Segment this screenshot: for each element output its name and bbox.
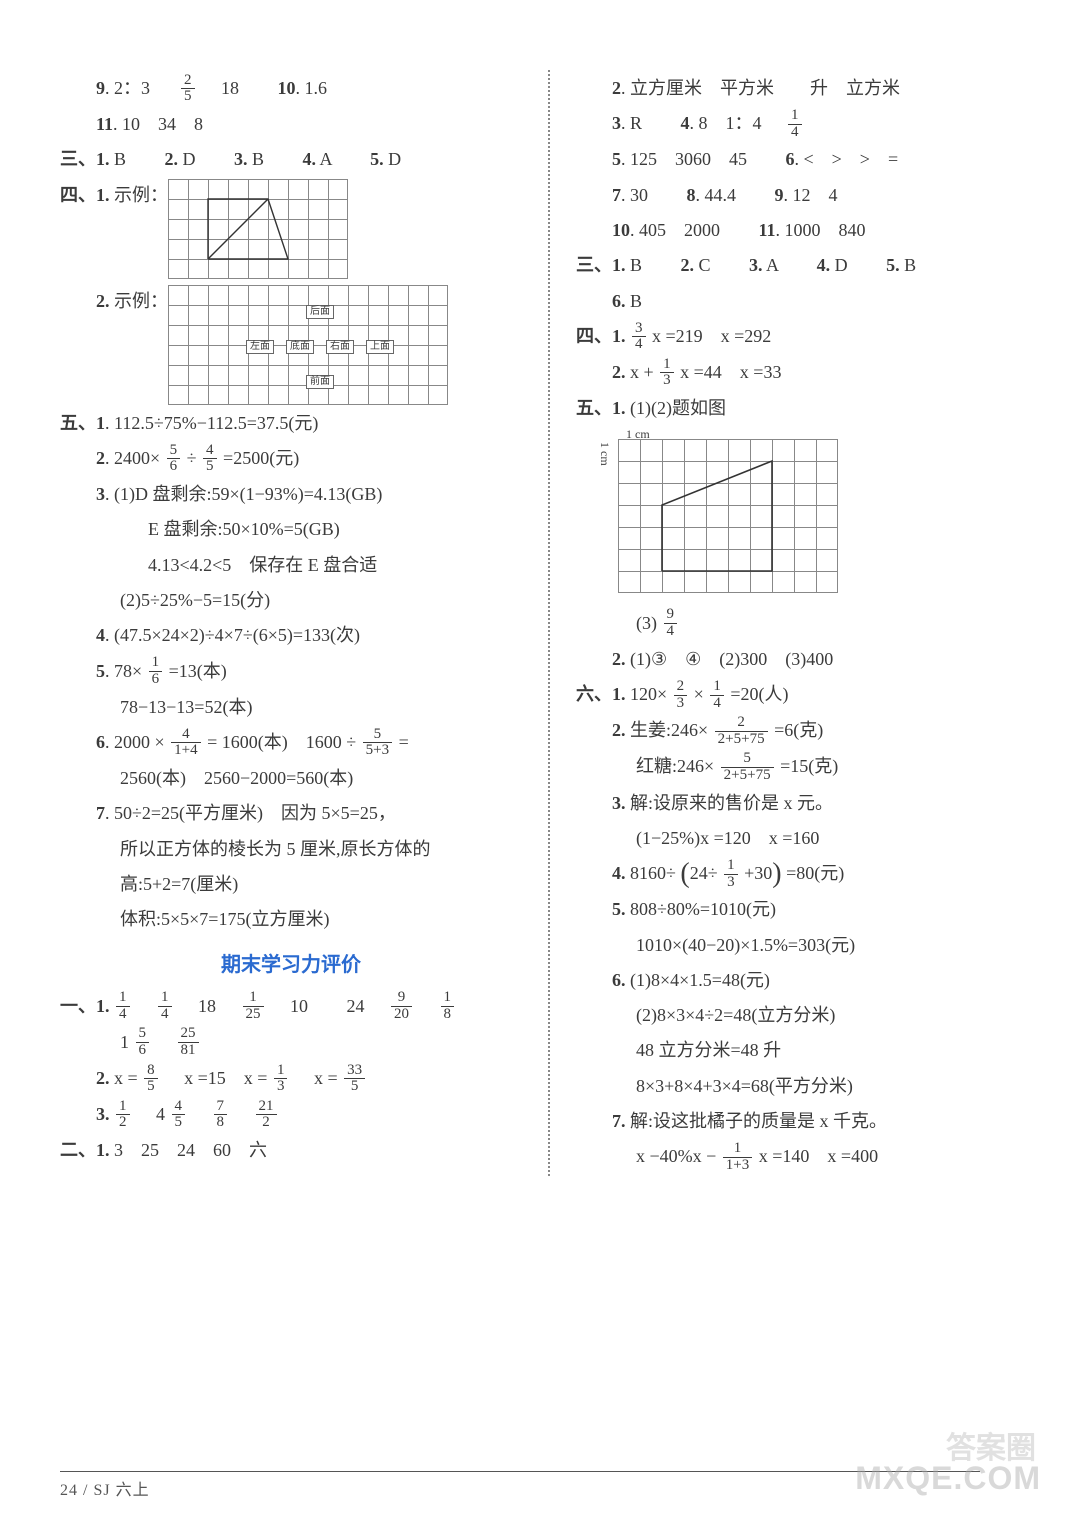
grid-figure-1 (168, 179, 348, 279)
column-divider (548, 70, 550, 1176)
grid-figure-3: 1 cm 1 cm (576, 427, 1038, 604)
text: . 1.6 (296, 78, 328, 98)
fraction: 25 (181, 73, 195, 106)
grid-figure-2: 后面 左面 底面 右面 上面 前面 (168, 285, 448, 405)
item-num: 10 (278, 78, 296, 98)
page-root: 9. 2：3 25 18 10. 1.6 11. 10 34 8 三、1. B … (0, 0, 1066, 1196)
item-num: 9 (96, 78, 105, 98)
row: 9. 2：3 25 18 10. 1.6 (60, 72, 522, 106)
right-column: 2. 立方厘米 平方米 升 立方米 3. R 4. 8 1：4 14 5. 12… (576, 70, 1038, 1176)
watermark-url: MXQE.COM (855, 1449, 1041, 1508)
text: . 2：3 (105, 78, 150, 98)
text: 18 (221, 78, 239, 98)
section-label: 三、 (60, 149, 96, 169)
section-3: 三、1. B 2. D 3. B 4. A 5. D (60, 143, 522, 176)
item-num: 11 (96, 114, 113, 134)
text: . 10 34 8 (113, 114, 203, 134)
section-4-2: 2. 示例： 后面 左面 底面 右面 上面 前面 (60, 285, 522, 405)
section-4-1: 四、1. 示例： (60, 179, 522, 279)
page-footer: 24 / SJ 六上 (60, 1471, 980, 1506)
row: 11. 10 34 8 (60, 108, 522, 141)
section-5: 五、1. 112.5÷75%−112.5=37.5(元) (60, 407, 522, 440)
left-column: 9. 2：3 25 18 10. 1.6 11. 10 34 8 三、1. B … (60, 70, 522, 1176)
heading-blue: 期末学习力评价 (60, 947, 522, 984)
